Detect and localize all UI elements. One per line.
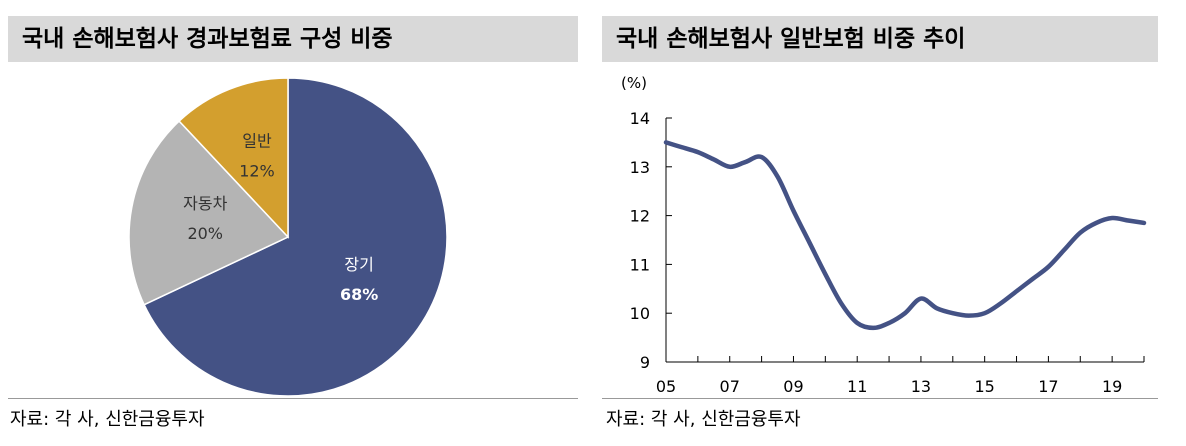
y-tick-label: 9 — [640, 353, 650, 372]
y-tick-label: 11 — [630, 255, 650, 274]
x-tick-label: 07 — [720, 377, 740, 396]
pie-slice-2 — [178, 77, 289, 239]
pie-slice-value: 68% — [340, 285, 378, 304]
source-note: 자료: 각 사, 신한금융투자 — [606, 409, 801, 430]
line-chart-title: 국내 손해보험사 일반보험 비중 추이 — [602, 16, 1158, 62]
source-note: 자료: 각 사, 신한금융투자 — [10, 409, 205, 430]
x-tick-label: 17 — [1038, 377, 1058, 396]
x-tick-label: 19 — [1102, 377, 1122, 396]
pie-slice-label: 자동차 — [183, 194, 227, 213]
y-tick-label: 12 — [630, 207, 650, 226]
x-tick-label: 13 — [911, 377, 931, 396]
line-chart: (%) 9 10 11 12 13 14 05 07 09 11 13 15 17 19 — [621, 74, 1147, 396]
y-tick-label: 14 — [630, 109, 650, 128]
pie-slice-0 — [143, 77, 448, 397]
right-panel: 국내 손해보험사 일반보험 비중 추이 (%) 9 10 11 12 13 14 05 07 09… — [598, 0, 1186, 446]
pie-slice-label: 일반 — [242, 132, 272, 151]
divider — [602, 398, 1158, 399]
pie-slice-value: 12% — [239, 162, 275, 181]
left-panel: 국내 손해보험사 경과보험료 구성 비중 장기 68% 자동차 20% 일반 12% 자료… — [0, 0, 590, 446]
pie-slice-label: 장기 — [344, 255, 373, 274]
x-tick-label: 15 — [974, 377, 994, 396]
x-tick-label: 09 — [783, 377, 803, 396]
pie-chart-title: 국내 손해보험사 경과보험료 구성 비중 — [8, 16, 578, 62]
y-axis-label: (%) — [621, 74, 647, 92]
x-tick-label: 05 — [656, 377, 676, 396]
y-tick-label: 10 — [630, 304, 650, 323]
pie-slice-value: 20% — [187, 224, 223, 243]
pie-chart: 장기 68% 자동차 20% 일반 12% — [128, 77, 448, 397]
series-line — [663, 140, 1147, 331]
y-tick-label: 13 — [630, 158, 650, 177]
divider — [8, 398, 578, 399]
pie-slice-1 — [128, 120, 290, 306]
x-tick-label: 11 — [847, 377, 867, 396]
